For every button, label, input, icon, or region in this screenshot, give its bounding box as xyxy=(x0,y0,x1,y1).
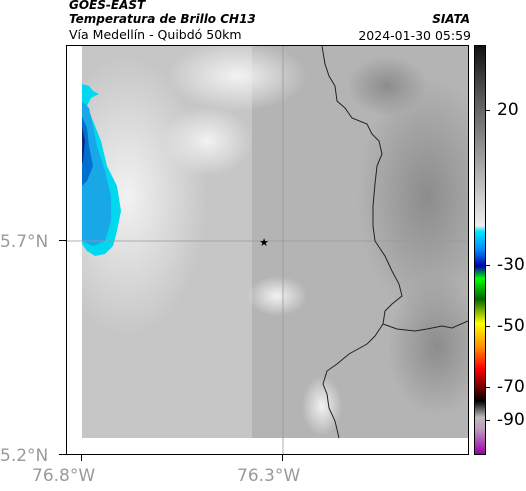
colorbar-label: -90 xyxy=(497,410,525,430)
x-tick-label: 76.3°W xyxy=(237,466,301,486)
y-tick-mark-1 xyxy=(59,240,66,241)
colorbar-label: -50 xyxy=(497,316,525,336)
colorbar-tick-mark xyxy=(486,326,490,327)
header-product: Temperatura de Brillo CH13 xyxy=(69,12,256,26)
colorbar-label: -30 xyxy=(497,255,525,275)
colorbar-tick-mark xyxy=(486,265,490,266)
colorbar-label: -70 xyxy=(497,377,525,397)
header-org: SIATA xyxy=(432,12,470,26)
colorbar-tick-mark xyxy=(486,387,490,388)
colorbar-label: 20 xyxy=(497,100,519,120)
location-marker: ★ xyxy=(259,236,269,249)
header-route: Vía Medellín - Quibdó 50km xyxy=(69,27,242,42)
colorbar xyxy=(474,45,486,455)
y-tick-mark-2 xyxy=(59,454,66,455)
colorbar-canvas xyxy=(475,46,485,454)
x-tick-mark-2 xyxy=(282,455,283,461)
colorbar-tick-mark xyxy=(486,420,490,421)
satellite-map[interactable]: ★ xyxy=(66,45,469,455)
header-source: GOES-EAST xyxy=(69,0,146,12)
header-timestamp: 2024-01-30 05:59 xyxy=(358,28,471,43)
colorbar-tick-mark xyxy=(486,110,490,111)
x-tick-mark-1 xyxy=(81,455,82,461)
y-tick-label: 5.7°N xyxy=(0,232,49,252)
x-tick-label: 76.8°W xyxy=(32,466,96,486)
map-canvas: ★ xyxy=(67,46,468,454)
y-tick-label: 5.2°N xyxy=(0,446,49,466)
